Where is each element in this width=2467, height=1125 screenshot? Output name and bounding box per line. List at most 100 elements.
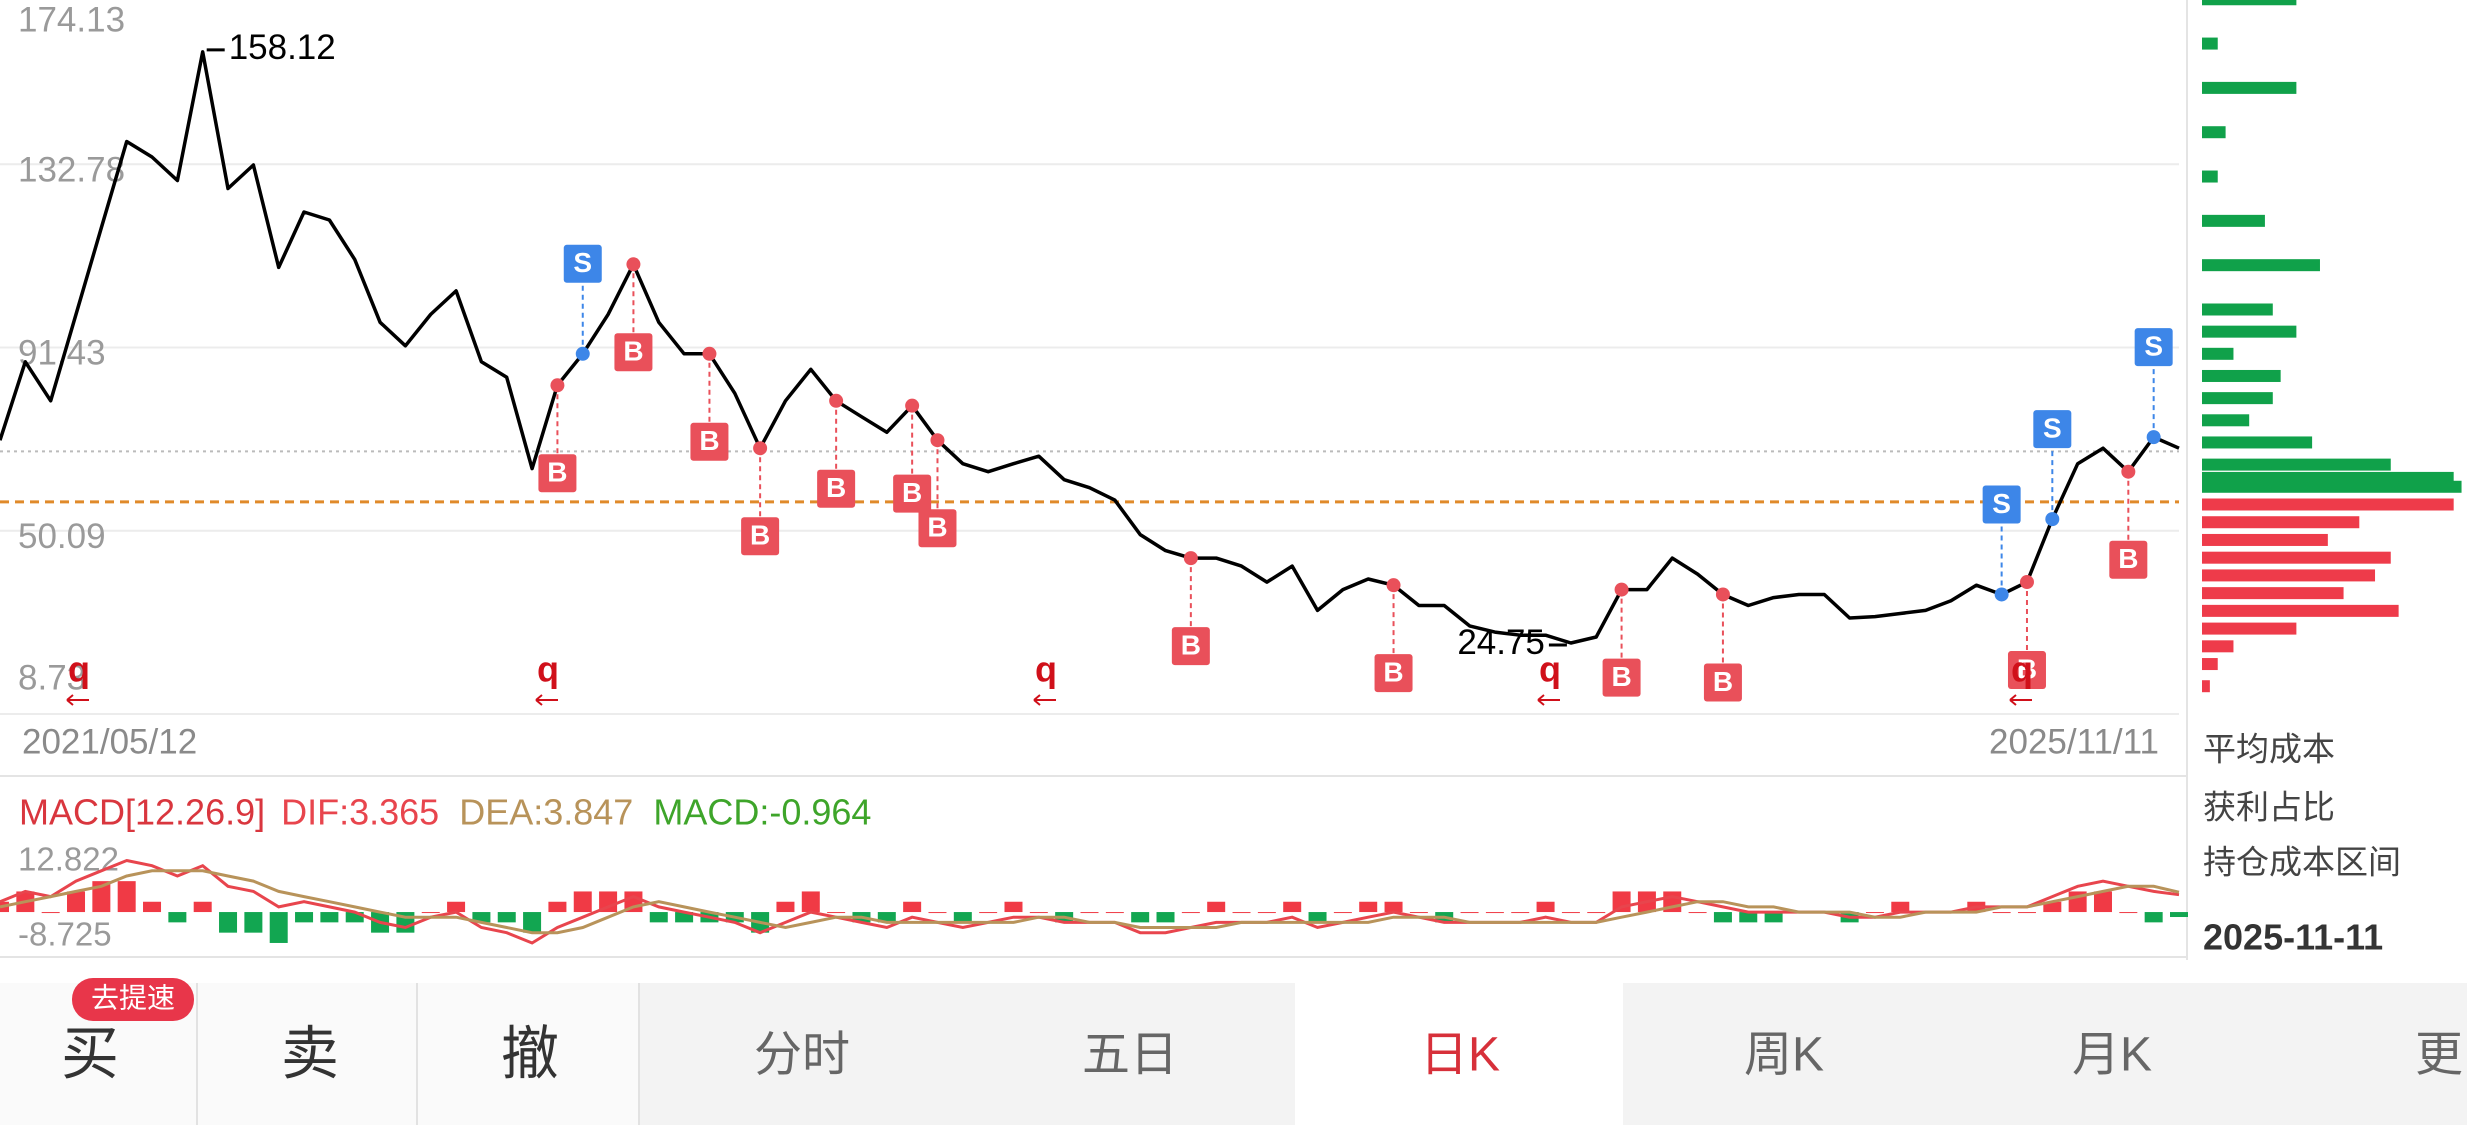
panel-item: 平均成本 [2203,731,2335,768]
trade-point [753,441,768,456]
macd-bar [776,901,795,913]
macd-bar [1283,901,1302,913]
marker-box [2007,651,2046,690]
macd-bar [67,891,86,913]
macd-bar [193,901,212,913]
trade-point [550,378,565,393]
macd-bar [649,912,668,923]
badge[interactable]: 去提速 [91,982,175,1013]
marker-label: B [547,457,567,488]
legend-entry: DIF:3.365 [281,792,439,833]
chip-bar [2202,214,2265,227]
macd-bar [1891,901,1910,913]
macd-bar [117,881,136,913]
tab[interactable]: 更 [2415,1029,2463,1082]
macd-bar [168,912,187,923]
macd-bar [903,901,922,913]
tab[interactable]: 月K [2072,1029,2152,1082]
trade-point [575,346,590,361]
tab[interactable]: 分时 [754,1029,850,1082]
macd-bar [2119,912,2138,914]
cancel-button[interactable]: 撤 [501,1021,559,1086]
macd-bar [1156,912,1175,923]
y-tick-label: -8.725 [18,916,112,953]
tab-active[interactable]: 日K [1420,1029,1500,1082]
trade-point [829,393,844,408]
chip-bar [2202,436,2313,449]
tab[interactable]: 五日 [1082,1029,1178,1082]
macd-bar [523,912,542,933]
macd-bar [1257,912,1276,914]
marker-box [2033,410,2072,449]
macd-bar [1764,912,1783,923]
macd-bar [1359,901,1378,913]
chip-bar [2202,259,2320,272]
macd-bar [801,891,820,913]
macd-bar [269,912,288,943]
marker-label: B [826,472,846,503]
macd-bar [345,912,364,923]
y-tick-label: 174.13 [18,0,125,39]
macd-bar [1739,912,1758,923]
marker-box [1602,658,1641,697]
trade-point [626,257,641,272]
tab[interactable]: 周K [1744,1029,1824,1082]
trade-point [1183,551,1198,566]
chip-bar [2202,369,2281,382]
high-label: 158.12 [229,28,336,67]
macd-bar [1460,912,1479,914]
trade-point [905,398,920,413]
chip-bar [2202,392,2273,405]
macd-title: MACD[12.26.9] [19,792,265,833]
macd-bar [1181,912,1200,914]
y-tick-label: 132.78 [18,150,125,189]
legend-entry: DEA:3.847 [459,792,633,833]
macd-bar [219,912,238,933]
event-arrow [66,694,89,706]
trade-point [702,346,717,361]
macd-bar [2043,901,2062,913]
marker-label: S [573,247,592,278]
macd-bar [295,912,314,923]
marker-box [2134,328,2173,367]
macd-bar [827,912,846,914]
macd-bar [1992,912,2011,914]
marker-label: B [2118,543,2138,574]
sell-button[interactable]: 卖 [281,1021,339,1086]
macd-bar [573,891,592,913]
event-arrow [1537,694,1560,706]
marker-label: B [902,477,922,508]
macd-bar [1207,901,1226,913]
y-tick-label: 8.73 [18,658,86,697]
macd-bar [421,912,440,914]
buy-button[interactable]: 买 [61,1021,119,1086]
chip-bar [2202,622,2297,635]
macd-bar [675,912,694,923]
event-mark: q [2011,649,2033,690]
macd-bar [1131,912,1150,923]
badge-bg [72,978,194,1021]
marker-label: S [1992,488,2011,519]
macd-bar [2093,891,2112,913]
trade-point [2045,512,2060,527]
marker-label: B [623,336,643,367]
macd-bar [1004,901,1023,913]
trade-point [2146,430,2161,445]
marker-box [1982,485,2021,524]
macd-bar [979,912,998,914]
trade-point [930,433,945,448]
macd-bar [877,912,896,923]
macd-bar [2017,912,2036,914]
marker-box [614,333,653,372]
chip-bar [2202,569,2376,582]
event-mark: q [1539,649,1561,690]
trade-point [2019,575,2034,590]
y-tick-label: 12.822 [18,841,119,878]
marker-box [893,474,932,513]
trade-point [1386,578,1401,593]
x-tick-label: 2021/05/12 [22,722,197,761]
y-tick-label: 50.09 [18,517,106,556]
chip-bar [2202,170,2218,183]
macd-bar [1511,912,1530,914]
panel-date: 2025-11-11 [2203,917,2383,958]
